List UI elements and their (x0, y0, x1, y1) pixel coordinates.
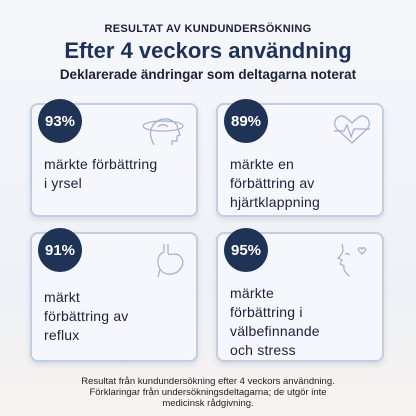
card: 89% märkte en förbättring av hjärtklappnin… (216, 99, 384, 217)
text-line: välbefinnande (230, 323, 320, 339)
icon-stomach (157, 244, 184, 278)
footer: Resultat från kundundersökning efter 4 v… (20, 376, 396, 409)
card-text: märkte en förbättring av hjärtklappning (230, 155, 374, 212)
text-line: förbättring av (44, 308, 129, 324)
card-text: märkte förbättring i yrsel (44, 155, 188, 193)
text-line: förbättring av (230, 175, 315, 191)
text-line: hjärtklappning (230, 194, 320, 210)
icon-heart (334, 115, 370, 144)
card: 93% märkte förbättring i yrsel (30, 99, 198, 217)
stat-badge: 91% (38, 228, 82, 272)
icon-head (142, 118, 184, 146)
text-line: medicinsk rådgivning. (162, 398, 254, 409)
card: 95% märkte förbättring i välbefinnande och … (216, 228, 384, 362)
text-line: reflux (44, 327, 80, 343)
icon-face (336, 243, 367, 277)
stat-badge: 89% (224, 99, 268, 143)
text-line: i yrsel (44, 175, 82, 191)
stat-badge: 93% (38, 99, 82, 143)
subtitle: Deklarerade ändringar som deltagarna not… (59, 67, 357, 82)
text-line: märkte en (230, 156, 295, 172)
text-line: och stress (230, 342, 296, 358)
text-line: förbättring i (230, 304, 303, 320)
eyebrow: RESULTAT AV KUNDUNDERSÖKNING (104, 23, 312, 35)
card: 91% märkt förbättring av reflux (30, 228, 198, 362)
title: Efter 4 veckors användning (64, 38, 352, 63)
text-line: märkt (44, 289, 80, 305)
text-line: märkte (230, 285, 274, 301)
card-text: märkte förbättring i välbefinnande och stre… (230, 284, 374, 360)
stat-badge: 95% (224, 228, 268, 272)
card-text: märkt förbättring av reflux (44, 288, 188, 345)
text-line: Förklaringar från undersökningsdeltagarn… (89, 387, 327, 398)
text-line: Resultat från kundundersökning efter 4 v… (81, 376, 335, 387)
text-line: märkte förbättring (44, 156, 158, 172)
